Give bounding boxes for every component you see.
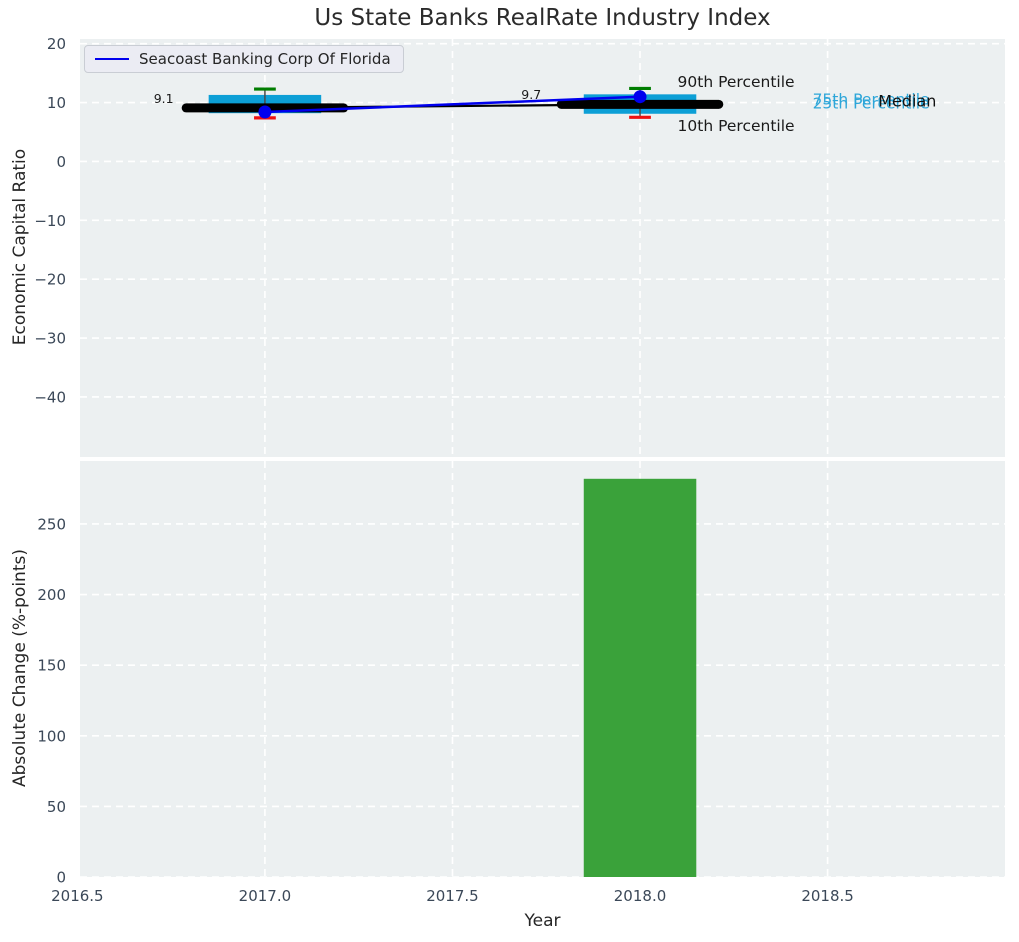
bottom-plot-xtick-label: 2016.5 [51,887,104,905]
top-plot-ytick-label: −20 [34,271,66,289]
bottom-plot-ytick-label: 200 [37,586,66,604]
annotation-text: Median [878,91,936,110]
series-line [264,95,641,114]
series-point [258,105,272,119]
bottom-plot-xtick-label: 2017.5 [426,887,479,905]
bottom-y-axis-label: Absolute Change (%-points) [10,549,30,787]
top-plot-ytick-label: −30 [34,330,66,348]
top-plot-ytick-label: 0 [56,153,66,171]
top-plot-ytick-label: 20 [47,35,66,53]
bottom-plot-ytick-label: 50 [47,798,66,816]
bottom-plot-ytick-label: 100 [37,727,66,745]
annotation-text: 9.1 [154,91,174,106]
chart-title: Us State Banks RealRate Industry Index [314,5,771,31]
bottom-plot-xtick-label: 2018.5 [801,887,854,905]
bottom-plot-ytick-label: 0 [56,869,66,887]
legend-label: Seacoast Banking Corp Of Florida [139,50,391,68]
annotation-text: 9.7 [521,87,541,102]
series-point [633,90,647,104]
bottom-plot-ytick-label: 150 [37,657,66,675]
top-y-axis-label: Economic Capital Ratio [10,148,30,346]
annotation-text: 75th Percentile [813,91,930,109]
bottom-plot-ytick-label: 250 [37,515,66,533]
annotation-text: 25th Percentile [813,94,930,112]
bottom-plot-background [80,461,1005,877]
bottom-plot-xtick-label: 2018.0 [614,887,667,905]
top-plot-ytick-label: −10 [34,212,66,230]
x-axis-label: Year [524,911,561,931]
annotation-text: 10th Percentile [678,117,795,135]
top-plot-ytick-label: 10 [47,94,66,112]
change-bar [583,478,697,877]
legend-line-sample-icon [95,58,129,60]
top-plot-ytick-label: −40 [34,388,66,406]
annotation-text: 90th Percentile [678,73,795,91]
bottom-plot-xtick-label: 2017.0 [239,887,292,905]
legend: Seacoast Banking Corp Of Florida [84,45,404,73]
